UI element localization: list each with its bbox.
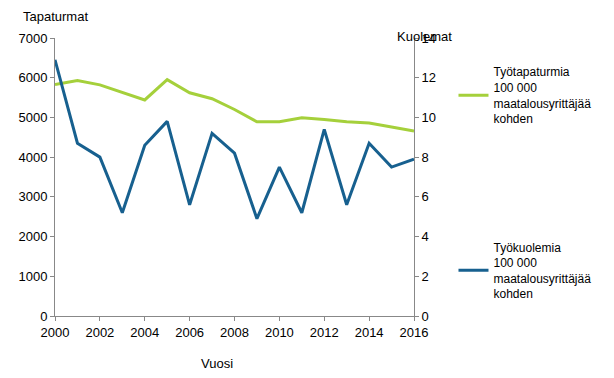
- svg-text:2002: 2002: [85, 325, 114, 340]
- svg-text:2008: 2008: [220, 325, 249, 340]
- svg-text:0: 0: [422, 309, 429, 324]
- svg-text:2004: 2004: [130, 325, 159, 340]
- svg-text:2: 2: [422, 269, 429, 284]
- svg-text:Työkuolemia100 000maatalousyri: Työkuolemia100 000maatalousyrittäjääkohd…: [493, 241, 591, 302]
- svg-text:3000: 3000: [18, 189, 47, 204]
- svg-text:12: 12: [422, 70, 436, 85]
- svg-text:Vuosi: Vuosi: [201, 356, 233, 371]
- svg-text:4: 4: [422, 229, 429, 244]
- svg-text:8: 8: [422, 150, 429, 165]
- svg-text:14: 14: [422, 31, 436, 46]
- svg-text:2000: 2000: [18, 229, 47, 244]
- svg-text:5000: 5000: [18, 110, 47, 125]
- svg-text:2000: 2000: [41, 325, 70, 340]
- svg-text:Työtapaturmia100 000maatalousy: Työtapaturmia100 000maatalousyrittäjääko…: [493, 65, 591, 126]
- svg-text:6: 6: [422, 189, 429, 204]
- svg-text:2006: 2006: [175, 325, 204, 340]
- svg-text:2010: 2010: [265, 325, 294, 340]
- svg-text:1000: 1000: [18, 269, 47, 284]
- svg-text:0: 0: [40, 309, 47, 324]
- svg-text:4000: 4000: [18, 150, 47, 165]
- svg-text:10: 10: [422, 110, 436, 125]
- svg-text:6000: 6000: [18, 70, 47, 85]
- svg-text:7000: 7000: [18, 31, 47, 46]
- svg-text:Kuolemat: Kuolemat: [397, 29, 452, 44]
- svg-text:2016: 2016: [400, 325, 429, 340]
- svg-text:2012: 2012: [310, 325, 339, 340]
- svg-text:Tapaturmat: Tapaturmat: [23, 9, 88, 24]
- svg-text:2014: 2014: [355, 325, 384, 340]
